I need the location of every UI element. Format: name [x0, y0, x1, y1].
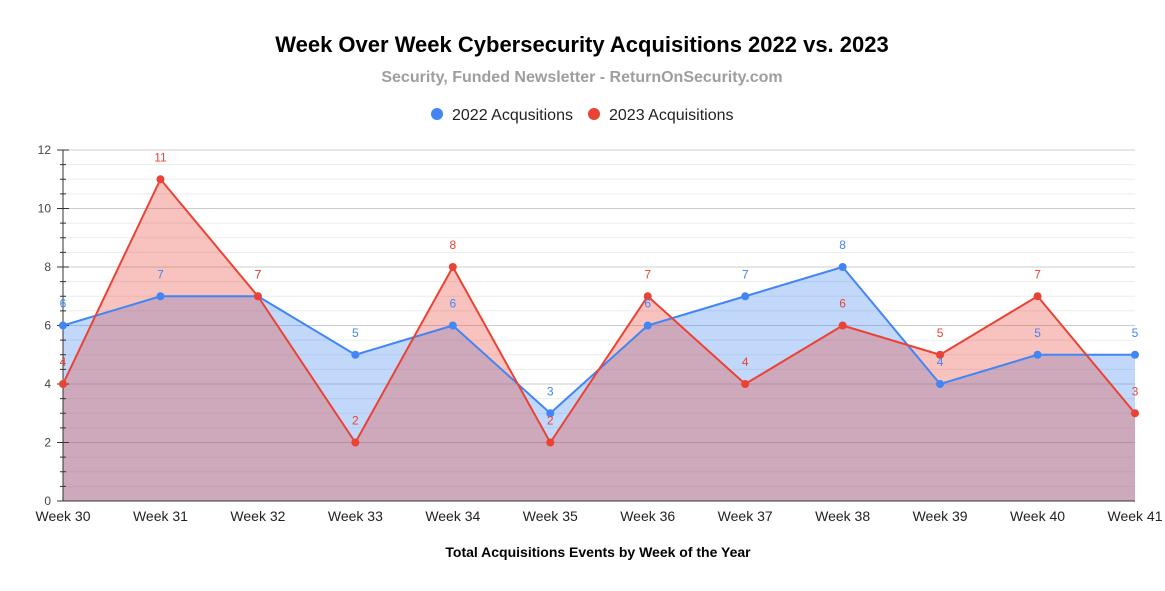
- y-tick-label: 2: [44, 436, 51, 450]
- series-areas: [63, 179, 1135, 501]
- x-tick-label: Week 36: [620, 508, 675, 524]
- x-tick-label: Week 32: [230, 508, 285, 524]
- x-tick-label: Week 30: [36, 508, 91, 524]
- y-tick-label: 10: [38, 202, 52, 216]
- data-point-2023: [253, 292, 262, 301]
- x-tick-label: Week 34: [425, 508, 480, 524]
- data-point-2022: [1131, 350, 1139, 359]
- x-tick-label: Week 31: [133, 508, 188, 524]
- data-label-2022: 3: [547, 384, 554, 398]
- data-label-2023: 6: [839, 297, 846, 311]
- legend-label-2022: 2022 Acqusitions: [452, 107, 573, 124]
- data-label-2022: 6: [644, 297, 651, 311]
- data-label-2023: 4: [742, 355, 749, 369]
- y-tick-label: 8: [44, 260, 51, 274]
- series-line-2023: [62, 178, 1136, 444]
- data-label-2022: 6: [449, 297, 456, 311]
- x-tick-label: Week 37: [718, 508, 773, 524]
- data-point-2022: [936, 380, 945, 388]
- data-point-2023: [448, 263, 457, 271]
- data-point-2022: [741, 292, 750, 301]
- data-label-2022: 5: [352, 326, 359, 340]
- x-tick-label: Week 35: [523, 508, 578, 524]
- data-point-2022: [59, 321, 67, 330]
- legend-marker-2022: [431, 108, 443, 120]
- data-label-2022: 6: [60, 297, 67, 311]
- legend-label-2023: 2023 Acquisitions: [609, 107, 734, 124]
- x-tick-label: Week 40: [1010, 508, 1065, 524]
- data-label-2023: 5: [937, 326, 944, 340]
- data-point-2023: [156, 175, 165, 184]
- data-point-2022: [838, 263, 847, 271]
- data-label-2022: 4: [937, 355, 944, 369]
- data-point-2023: [643, 292, 652, 301]
- area-fill-2023: [63, 179, 1135, 501]
- data-point-2023: [1033, 292, 1042, 301]
- x-axis-title: Total Acquisitions Events by Week of the…: [445, 544, 751, 560]
- data-point-2022: [643, 321, 652, 330]
- data-point-2022: [448, 321, 457, 330]
- data-label-2023: 11: [154, 150, 167, 164]
- series-points: [59, 175, 1139, 447]
- x-tick-label: Week 33: [328, 508, 383, 524]
- data-point-2022: [1033, 350, 1042, 359]
- x-tick-label: Week 39: [913, 508, 968, 524]
- data-point-2023: [59, 380, 67, 388]
- data-label-2023: 7: [1034, 267, 1041, 281]
- chart-subtitle: Security, Funded Newsletter - ReturnOnSe…: [381, 69, 782, 86]
- data-label-2022: 7: [742, 267, 749, 281]
- x-tick-label: Week 41: [1108, 508, 1163, 524]
- data-point-2022: [351, 350, 360, 359]
- y-tick-label: 0: [44, 494, 51, 508]
- data-label-2023: 4: [60, 355, 67, 369]
- data-label-2023: 7: [644, 267, 651, 281]
- data-point-2022: [156, 292, 165, 301]
- data-label-2023: 2: [547, 414, 554, 428]
- chart-title: Week Over Week Cybersecurity Acquisition…: [275, 32, 888, 57]
- data-label-2022: 5: [1034, 326, 1041, 340]
- data-label-2022: 7: [255, 267, 262, 281]
- data-point-2023: [351, 438, 360, 447]
- data-label-2023: 8: [449, 238, 456, 252]
- y-tick-label: 12: [38, 143, 52, 157]
- data-label-2023: 2: [352, 414, 359, 428]
- data-label-2022: 8: [839, 238, 846, 252]
- data-label-2023: 3: [1132, 384, 1139, 398]
- data-label-2022: 5: [1132, 326, 1139, 340]
- x-tick-label: Week 38: [815, 508, 870, 524]
- data-point-2023: [546, 438, 555, 447]
- legend-marker-2023: [588, 108, 600, 120]
- data-point-2023: [741, 380, 750, 388]
- data-point-2023: [1131, 409, 1139, 418]
- data-label-2022: 7: [157, 267, 164, 281]
- area-fill-2022: [63, 267, 1135, 501]
- y-tick-label: 6: [44, 319, 51, 333]
- data-point-2023: [838, 321, 847, 330]
- legend: 2022 Acqusitions 2023 Acquisitions: [431, 107, 734, 124]
- tick-labels: 0 2 4 6 8 10 12 Week 30 Week 31 Week 32 Week 33 Wee…: [36, 143, 1163, 524]
- data-point-2023: [936, 350, 945, 359]
- data-point-2022: [546, 409, 555, 418]
- data-label-2023: 7: [255, 267, 262, 281]
- y-tick-label: 4: [44, 377, 51, 391]
- series-lines: [62, 178, 1136, 444]
